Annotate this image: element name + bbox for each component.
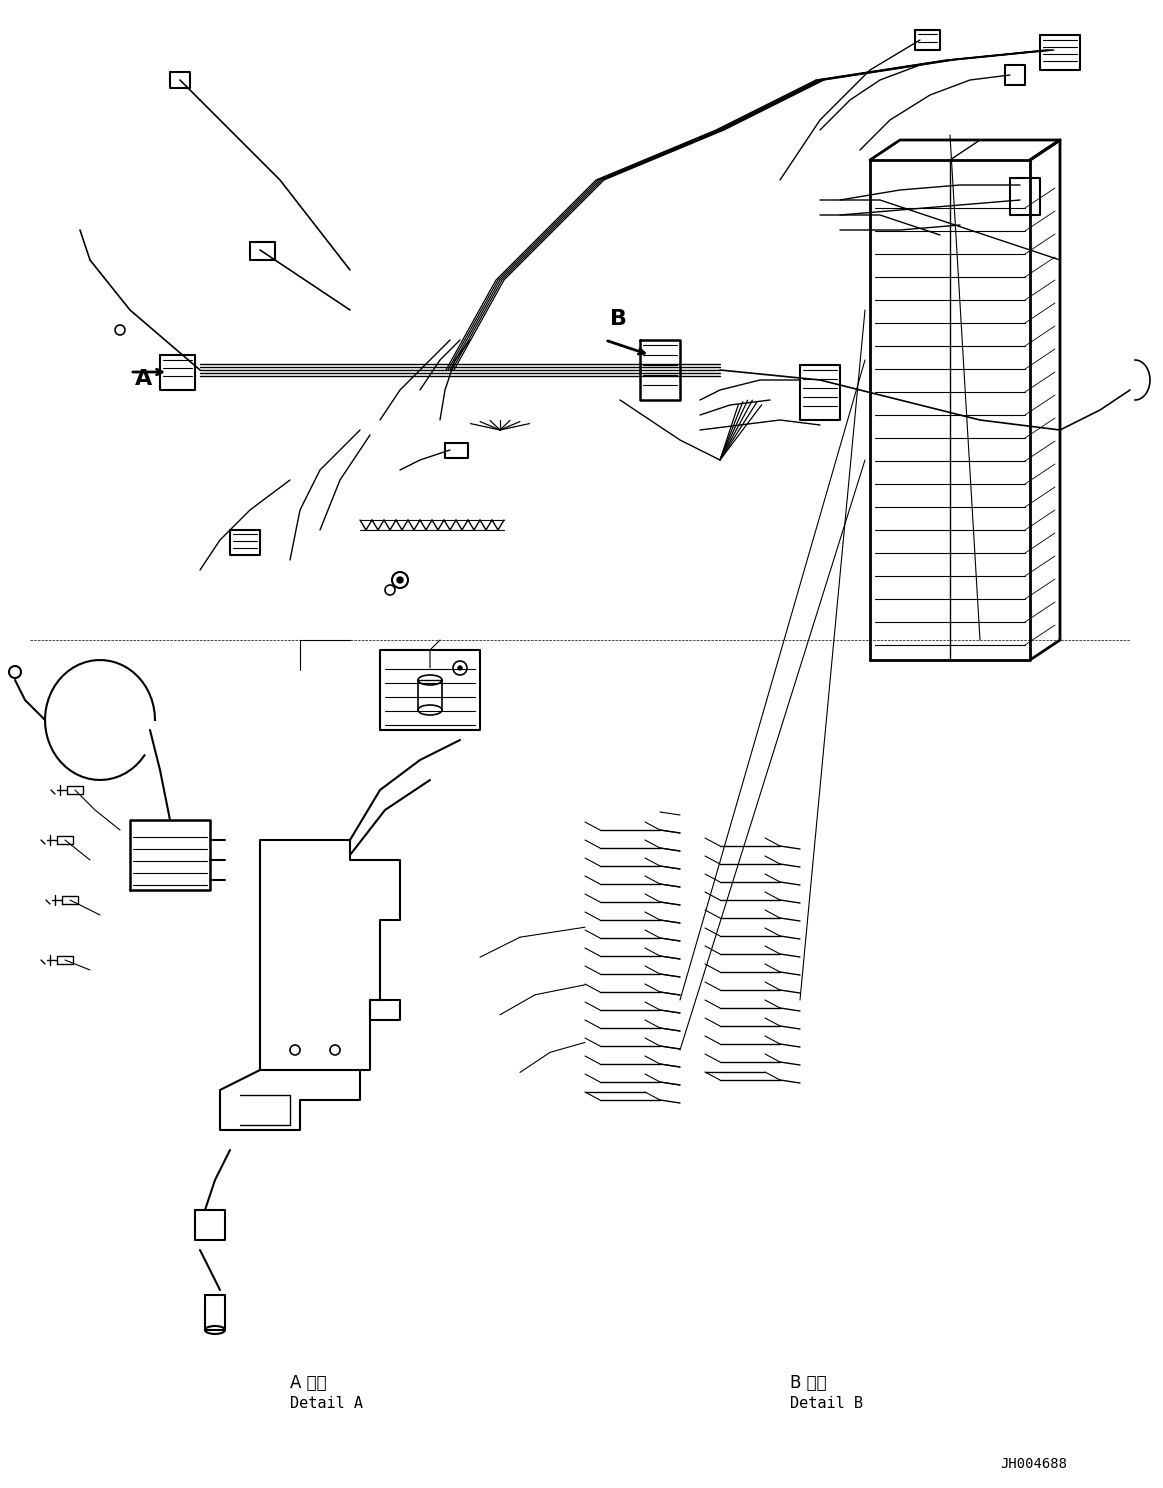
Text: Detail B: Detail B — [790, 1396, 863, 1411]
Text: Detail A: Detail A — [290, 1396, 363, 1411]
Text: B: B — [611, 310, 627, 329]
Text: JH004688: JH004688 — [1000, 1457, 1066, 1472]
Circle shape — [458, 667, 462, 670]
Text: A: A — [135, 369, 152, 388]
Text: B 詳細: B 詳細 — [790, 1373, 827, 1391]
Circle shape — [397, 577, 404, 583]
Text: A 詳細: A 詳細 — [290, 1373, 327, 1391]
